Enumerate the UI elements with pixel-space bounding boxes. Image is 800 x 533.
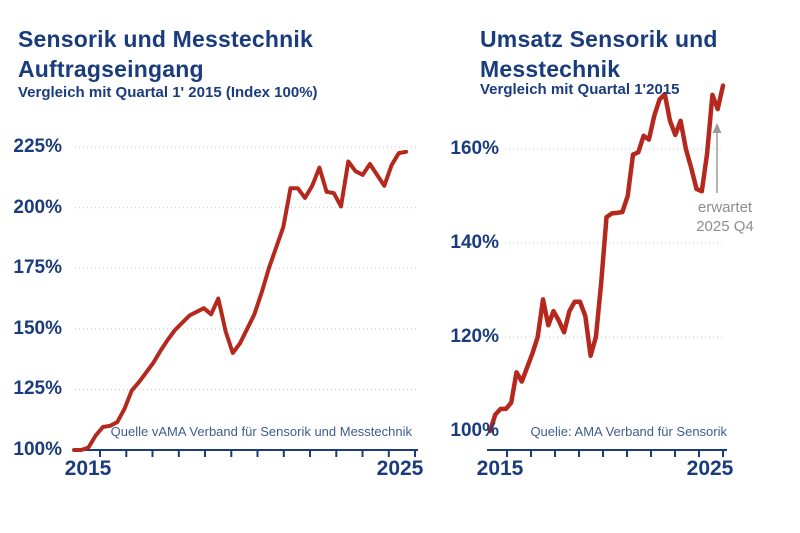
chart-subtitle: Vergleich mit Quartal 1' 2015 (Index 100… [18,84,318,101]
y-axis-tick-label: 100% [450,420,499,441]
y-axis-tick-label: 200% [13,196,62,218]
x-axis-label-end: 2025 [376,457,424,480]
data-line-umsatz [487,83,726,434]
annotation-arrow-head [712,123,722,133]
annotation-line1: erwartet [697,199,753,216]
chart-title-line1: Umsatz Sensorik und [480,26,718,52]
y-axis-tick-label: 140% [450,232,499,253]
chart-title-line2: Messtechnik [480,56,621,82]
y-axis-tick-label: 125% [13,378,62,400]
data-line-auftragseingang [72,149,408,452]
x-axis-label-end: 2025 [686,457,734,480]
x-axis-label-start: 2015 [64,457,112,480]
annotation-expected: erwartet 2025 Q4 [680,198,770,236]
y-axis-tick-label: 100% [13,439,62,460]
chart-title: Sensorik und Messtechnik Auftragseingang [18,24,313,84]
x-axis-label-start: 2015 [476,457,524,480]
annotation-line2: 2025 Q4 [696,218,754,235]
y-axis-tick-label: 160% [450,138,499,159]
chart-title-line2: Auftragseingang [18,56,204,82]
y-axis-tick-label: 225% [13,136,62,157]
chart-title: Umsatz Sensorik und Messtechnik [480,24,718,84]
chart-subtitle: Vergleich mit Quartal 1'2015 [480,81,680,98]
y-axis-tick-label: 150% [13,317,62,339]
y-axis-tick-label: 120% [450,326,499,347]
source-note: Quelie: AMA Verband für Sensorik [530,424,727,439]
chart-title-line1: Sensorik und Messtechnik [18,26,313,52]
source-note: Quelle vAMA Verband für Sensorik und Mes… [110,424,412,439]
y-axis-tick-label: 175% [13,257,62,279]
